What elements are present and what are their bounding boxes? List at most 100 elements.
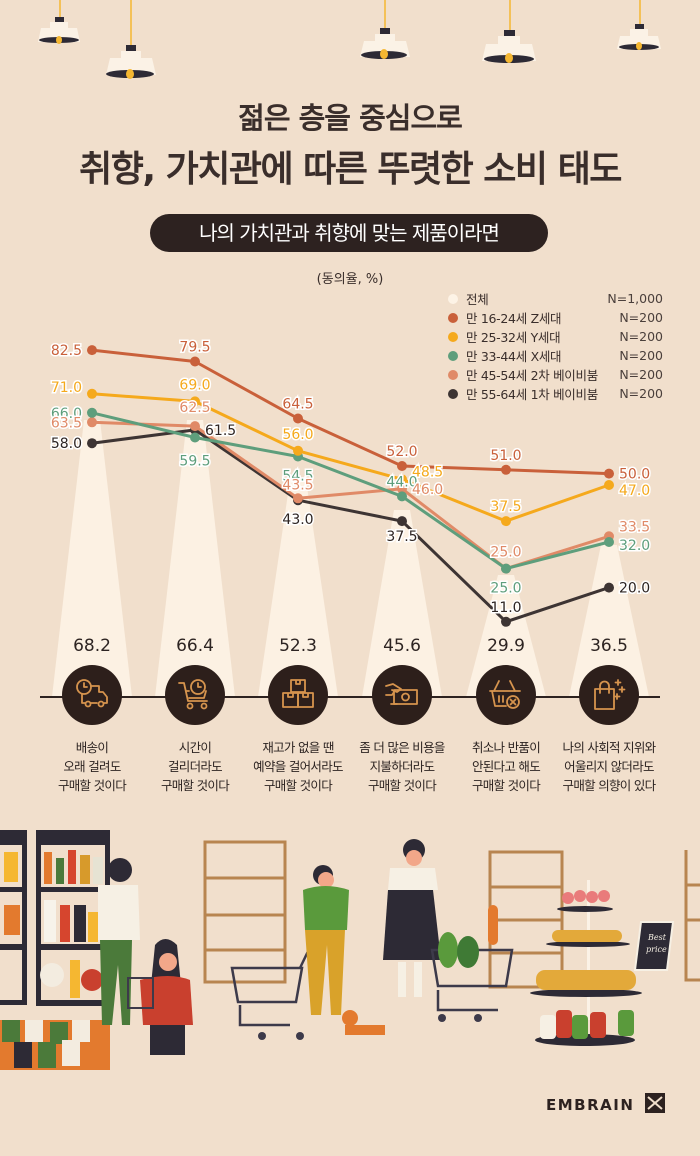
category-label: 좀 더 많은 비용을 지불하더라도 구매할 것이다 xyxy=(359,740,445,793)
basket-cancel-icon xyxy=(476,665,536,725)
category-label: 취소나 반품이 안된다고 해도 구매할 것이다 xyxy=(471,740,541,793)
data-label: 25.0 xyxy=(490,545,521,561)
subtitle-pill: 나의 가치관과 취향에 맞는 제품이라면 xyxy=(150,214,548,252)
category-label: 나의 사회적 지위와 어울리지 않더라도 구매할 의향이 있다 xyxy=(562,740,657,793)
cart-clock-icon xyxy=(165,665,225,725)
data-label: 64.5 xyxy=(282,397,313,413)
svg-text:Best: Best xyxy=(647,933,667,942)
total-value: 45.6 xyxy=(383,636,421,656)
title-line-2: 취향, 가치관에 따른 뚜렷한 소비 태도 xyxy=(79,149,622,190)
legend-swatch xyxy=(448,312,458,323)
total-value: 52.3 xyxy=(279,636,317,656)
data-label: 44.0 xyxy=(386,474,417,490)
legend-swatch xyxy=(448,388,458,399)
chart-legend: 전체 N=1,000 만 16-24세 Z세대 N=200 만 25-32세 Y… xyxy=(448,289,663,403)
data-label: 58.0 xyxy=(51,436,82,452)
data-label: 71.0 xyxy=(51,380,82,396)
data-point xyxy=(501,464,511,475)
data-label: 37.5 xyxy=(386,529,417,545)
data-point xyxy=(87,345,97,356)
total-spotlight-bar xyxy=(569,545,649,697)
legend-swatch xyxy=(448,350,458,361)
legend-swatch xyxy=(448,293,458,304)
data-point xyxy=(604,468,614,479)
unit-label: (동의율, %) xyxy=(316,272,384,287)
embrain-logo-icon xyxy=(645,1093,666,1113)
data-point xyxy=(87,388,97,399)
data-point xyxy=(397,491,407,502)
data-point xyxy=(604,537,614,547)
legend-swatch xyxy=(448,331,458,342)
category-label: 배송이 오래 걸려도 구매할 것이다 xyxy=(57,740,127,793)
legend-item-gen-x: 만 33-44세 X세대 N=200 xyxy=(448,346,663,365)
category-label: 재고가 없을 땐 예약을 걸어서라도 구매할 것이다 xyxy=(253,740,343,793)
data-point xyxy=(190,356,200,367)
total-value: 36.5 xyxy=(590,636,628,656)
series-line xyxy=(91,411,610,571)
legend-item-boomer-1: 만 55-64세 1차 베이비붐 N=200 xyxy=(448,384,663,403)
hand-money-icon xyxy=(372,665,432,725)
data-point xyxy=(397,461,407,471)
total-value: 29.9 xyxy=(487,636,525,656)
series-line xyxy=(91,348,610,476)
boxes-stack-icon xyxy=(268,665,328,725)
data-label: 62.5 xyxy=(179,400,210,416)
data-label: 79.5 xyxy=(179,340,210,356)
data-point xyxy=(87,407,97,418)
data-point xyxy=(293,493,303,504)
svg-text:price: price xyxy=(646,945,667,954)
total-value: 66.4 xyxy=(176,636,214,656)
legend-item-total: 전체 N=1,000 xyxy=(448,289,663,308)
data-label: 61.5 xyxy=(205,423,236,439)
data-point xyxy=(87,417,97,428)
total-value: 68.2 xyxy=(73,636,111,656)
total-spotlight-bar xyxy=(258,480,338,697)
legend-item-gen-y: 만 25-32세 Y세대 N=200 xyxy=(448,327,663,346)
data-point xyxy=(190,432,200,443)
legend-item-gen-z: 만 16-24세 Z세대 N=200 xyxy=(448,308,663,327)
data-point xyxy=(190,421,200,432)
data-label: 69.0 xyxy=(179,377,210,393)
data-point xyxy=(293,413,303,424)
total-spotlight-bar xyxy=(362,510,442,697)
data-point xyxy=(501,516,511,527)
data-point xyxy=(87,438,97,449)
legend-item-boomer-2: 만 45-54세 2차 베이비붐 N=200 xyxy=(448,365,663,384)
line-chart: 82.5 79.5 64.5 52.0 51.0 50.0 71.0 69.0 56.0 48.5… xyxy=(40,338,660,698)
shopping-bag-sparkle-icon xyxy=(579,665,639,725)
data-point xyxy=(604,582,614,593)
data-label: 51.0 xyxy=(490,448,521,464)
data-point xyxy=(604,480,614,490)
total-spotlight-bar xyxy=(155,420,235,697)
data-label: 32.0 xyxy=(619,538,650,554)
data-point xyxy=(501,563,511,574)
hanging-lamps-decoration xyxy=(38,0,661,79)
total-spotlight-bar xyxy=(466,575,546,697)
legend-swatch xyxy=(448,369,458,380)
data-label: 63.5 xyxy=(51,415,82,431)
data-label: 52.0 xyxy=(386,444,417,460)
data-label: 82.5 xyxy=(51,343,82,359)
data-label: 33.5 xyxy=(619,519,650,535)
data-label: 56.0 xyxy=(282,427,313,443)
category-label: 시간이 걸리더라도 구매할 것이다 xyxy=(160,740,230,793)
delivery-truck-clock-icon xyxy=(62,665,122,725)
data-point xyxy=(190,396,200,407)
data-label: 37.5 xyxy=(490,499,521,515)
data-label: 43.5 xyxy=(282,477,313,493)
data-label: 11.0 xyxy=(490,600,521,616)
data-label: 54.5 xyxy=(282,469,313,485)
brand-logo: EMBRAIN xyxy=(546,1093,666,1114)
data-point xyxy=(501,616,511,627)
data-point xyxy=(397,516,407,527)
data-label: 50.0 xyxy=(619,467,650,483)
data-label: 66.0 xyxy=(51,406,82,422)
data-label: 43.0 xyxy=(282,512,313,528)
data-point xyxy=(397,474,407,485)
data-label: 46.0 xyxy=(412,482,443,498)
title-line-1: 젊은 층을 중심으로 xyxy=(238,101,463,135)
data-label: 59.5 xyxy=(179,454,210,470)
data-label: 48.5 xyxy=(412,464,443,480)
data-point xyxy=(293,445,303,456)
